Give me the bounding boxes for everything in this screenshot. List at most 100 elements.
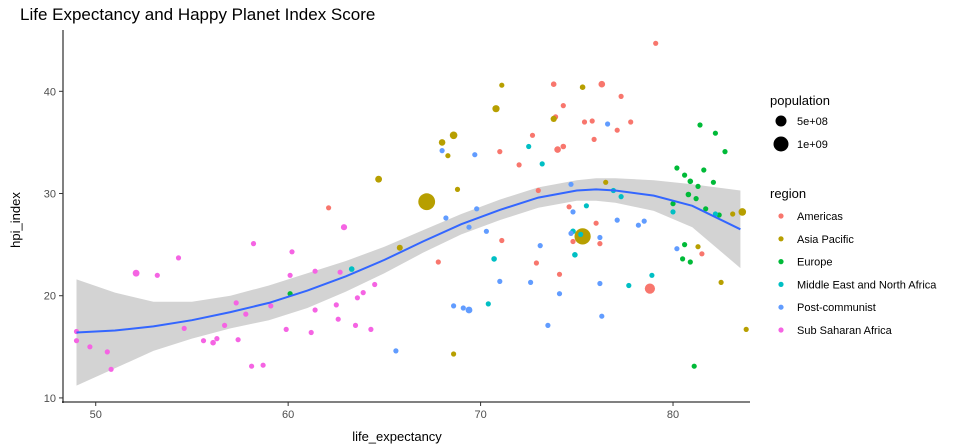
data-point [368,326,374,332]
data-point [181,325,187,331]
region-legend-key [778,304,784,310]
data-point [435,259,441,265]
region-legend-label: Americas [797,211,843,223]
data-point [466,224,472,230]
data-point [691,363,697,369]
data-point [593,220,599,226]
data-point [235,337,241,343]
size-legend-key-2 [773,136,789,152]
data-point [618,93,624,99]
data-point [526,143,532,150]
data-point [222,322,228,328]
data-point [695,244,701,250]
data-point [535,187,541,194]
region-legend-label: Post-communist [797,302,876,314]
data-point [337,269,343,275]
data-point [465,306,473,314]
x-tick-label: 50 [90,409,102,421]
data-point [554,146,561,153]
data-point [249,363,255,369]
data-point [710,179,717,185]
series-sub-saharan-africa [73,224,378,372]
data-point [674,246,680,252]
data-point [574,228,591,245]
data-point [693,196,699,202]
data-point [474,206,480,212]
data-point [579,84,586,90]
data-point [670,201,676,207]
data-point [445,153,451,159]
data-point [599,313,605,319]
data-point [605,121,611,127]
data-point [697,122,703,128]
x-tick-label: 60 [282,409,294,421]
data-point [268,303,274,309]
data-point [454,186,461,192]
data-point [483,228,489,234]
data-point [250,241,257,247]
data-point [695,183,701,189]
size-legend-label-1: 5e+08 [797,116,828,128]
data-point [685,191,692,198]
data-point [528,279,534,285]
series-post-communist [393,121,680,354]
data-point [214,336,220,342]
data-point [560,143,567,150]
data-point [649,272,655,278]
data-point [674,165,680,171]
data-point [614,127,620,133]
data-point [533,260,540,266]
data-point [730,211,736,217]
data-point [550,81,557,87]
data-point [572,252,578,258]
data-point [597,280,603,287]
data-point [712,130,719,136]
region-legend: region Americas Asia Pacific Europe Middle … [770,186,937,337]
region-legend-title: region [770,186,806,201]
data-point [603,179,609,185]
data-point [568,181,574,187]
data-point [539,161,545,167]
data-point [614,217,620,223]
data-point [682,242,688,248]
data-point [87,344,93,350]
size-legend-label-2: 1e+09 [797,139,828,151]
data-point [497,278,503,284]
data-point [743,326,749,332]
data-point [243,311,249,317]
data-point [497,149,503,155]
data-point [200,338,207,344]
data-point [451,303,457,309]
data-point [438,139,446,146]
region-legend-key [778,213,784,219]
data-point [537,243,543,249]
data-point [104,349,110,355]
data-point [175,255,182,261]
data-point [699,251,705,257]
data-point [581,119,588,125]
data-point [393,348,399,354]
region-legend-label: Middle East and North Africa [797,279,937,291]
region-legend-label: Asia Pacific [797,234,854,246]
data-point [154,272,160,278]
data-point [73,338,80,344]
smooth-confidence-band [76,178,741,386]
data-point [618,194,624,200]
data-point [308,329,314,336]
data-point [260,362,266,368]
data-point [451,351,457,357]
y-tick-label: 30 [44,189,56,201]
data-point [635,222,642,228]
data-point [687,178,694,185]
data-point [485,301,491,307]
data-point [718,279,724,285]
data-point [583,203,590,209]
data-point [340,224,348,231]
region-legend-key [778,259,784,265]
data-point [492,105,500,113]
data-point [472,152,478,158]
data-point [449,131,458,140]
data-point [516,162,522,168]
data-point [644,283,656,294]
